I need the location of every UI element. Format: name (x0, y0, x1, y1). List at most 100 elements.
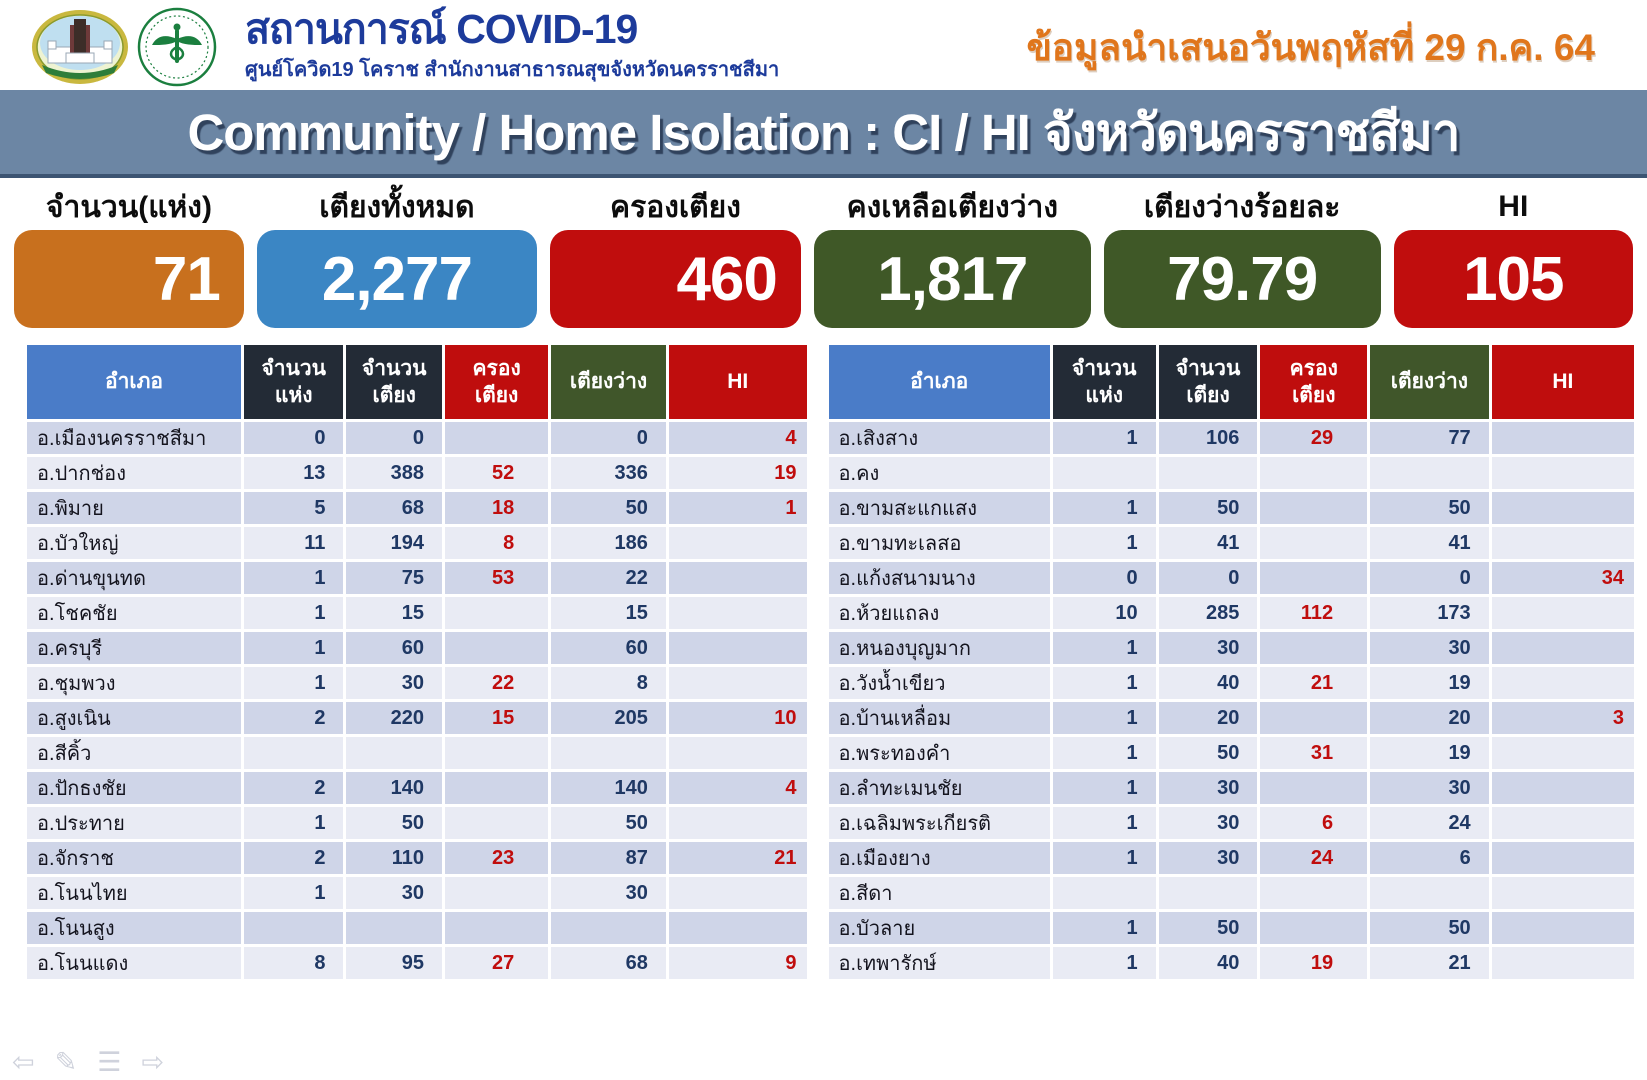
value-cell: 21 (1260, 667, 1368, 699)
stat-value: 460 (549, 230, 801, 328)
district-cell: อ.ห้วยแถลง (828, 597, 1050, 629)
table-row: อ.คง (828, 457, 1635, 489)
district-cell: อ.ประทาย (27, 807, 242, 839)
value-cell: 205 (551, 702, 666, 734)
value-cell: 30 (346, 667, 442, 699)
value-cell: 1 (1052, 492, 1156, 524)
stat-free-percent: เตียงว่างร้อยละ 79.79 (1103, 184, 1381, 330)
value-cell: 106 (1158, 422, 1258, 454)
value-cell: 21 (668, 842, 807, 874)
value-cell: 40 (1158, 947, 1258, 979)
value-cell: 22 (551, 562, 666, 594)
value-cell (668, 632, 807, 664)
district-cell: อ.พระทองคำ (828, 737, 1050, 769)
logos (30, 7, 235, 87)
value-cell: 50 (346, 807, 442, 839)
value-cell: 0 (244, 422, 344, 454)
arrow-left-icon[interactable]: ⇦ (12, 1047, 35, 1077)
value-cell: 1 (244, 597, 344, 629)
district-cell: อ.ชุมพวง (27, 667, 242, 699)
value-cell: 68 (551, 947, 666, 979)
value-cell (668, 737, 807, 769)
district-cell: อ.เมืองนครราชสีมา (27, 422, 242, 454)
district-cell: อ.ปักธงชัย (27, 772, 242, 804)
presentation-controls: ⇦ ✎ ☰ ⇨ (12, 1047, 164, 1078)
value-cell: 4 (668, 422, 807, 454)
banner-title: Community / Home Isolation : CI / HI จัง… (187, 103, 1460, 161)
table-row: อ.พิมาย 5 68 18 50 1 (27, 492, 807, 524)
title-block: สถานการณ์ COVID-19 ศูนย์โควิด19 โคราช สำ… (245, 8, 779, 85)
value-cell (1260, 562, 1368, 594)
value-cell: 1 (668, 492, 807, 524)
value-cell (1260, 457, 1368, 489)
district-cell: อ.ครบุรี (27, 632, 242, 664)
table-row: อ.ปักธงชัย 2 140 140 4 (27, 772, 807, 804)
value-cell (1491, 842, 1635, 874)
value-cell: 30 (551, 877, 666, 909)
value-cell (1491, 877, 1635, 909)
value-cell: 50 (1158, 737, 1258, 769)
value-cell (1491, 772, 1635, 804)
pencil-icon[interactable]: ✎ (54, 1047, 78, 1077)
value-cell: 1 (244, 667, 344, 699)
banner: Community / Home Isolation : CI / HI จัง… (0, 90, 1647, 178)
value-cell (1260, 527, 1368, 559)
value-cell (1491, 422, 1635, 454)
column-header: อำเภอ (828, 345, 1050, 419)
value-cell (1370, 457, 1489, 489)
value-cell: 20 (1158, 702, 1258, 734)
value-cell: 13 (244, 457, 344, 489)
table-row: อ.สูงเนิน 2 220 15 205 10 (27, 702, 807, 734)
district-cell: อ.จักราช (27, 842, 242, 874)
table-row: อ.เมืองยาง 1 30 24 6 (828, 842, 1635, 874)
value-cell (1491, 807, 1635, 839)
value-cell: 95 (346, 947, 442, 979)
table-row: อ.สีดา (828, 877, 1635, 909)
value-cell (445, 632, 549, 664)
value-cell (445, 737, 549, 769)
arrow-right-icon[interactable]: ⇨ (141, 1047, 165, 1077)
table-header-row: อำเภอ จำนวน แห่ง จำนวน เตียง ครอง เตียง เตีย… (828, 345, 1635, 419)
value-cell (1260, 772, 1368, 804)
value-cell: 19 (668, 457, 807, 489)
value-cell: 1 (244, 562, 344, 594)
district-tables: อำเภอ จำนวน แห่ง จำนวน เตียง ครอง เตียง เตีย… (0, 330, 1647, 982)
value-cell (1370, 877, 1489, 909)
value-cell: 30 (346, 877, 442, 909)
column-header: เตียงว่าง (1370, 345, 1489, 419)
value-cell (1491, 737, 1635, 769)
district-cell: อ.โนนสูง (27, 912, 242, 944)
value-cell (551, 912, 666, 944)
value-cell: 41 (1370, 527, 1489, 559)
table-row: อ.บ้านเหลื่อม 1 20 20 3 (828, 702, 1635, 734)
menu-icon[interactable]: ☰ (97, 1047, 122, 1077)
value-cell: 23 (445, 842, 549, 874)
value-cell (1260, 877, 1368, 909)
table-left: อำเภอ จำนวน แห่ง จำนวน เตียง ครอง เตียง เตีย… (24, 342, 810, 982)
value-cell: 87 (551, 842, 666, 874)
value-cell: 112 (1260, 597, 1368, 629)
value-cell: 15 (346, 597, 442, 629)
value-cell (445, 912, 549, 944)
value-cell (445, 597, 549, 629)
value-cell: 1 (244, 807, 344, 839)
district-table-right: อำเภอ จำนวน แห่ง จำนวน เตียง ครอง เตียง เตีย… (825, 342, 1638, 982)
table-row: อ.บัวลาย 1 50 50 (828, 912, 1635, 944)
value-cell: 68 (346, 492, 442, 524)
value-cell: 2 (244, 702, 344, 734)
column-header: ครอง เตียง (1260, 345, 1368, 419)
value-cell: 140 (346, 772, 442, 804)
value-cell: 30 (1158, 632, 1258, 664)
value-cell: 1 (1052, 842, 1156, 874)
district-cell: อ.สีดา (828, 877, 1050, 909)
value-cell (1491, 667, 1635, 699)
value-cell: 34 (1491, 562, 1635, 594)
table-row: อ.วังน้ำเขียว 1 40 21 19 (828, 667, 1635, 699)
value-cell (1052, 877, 1156, 909)
value-cell: 40 (1158, 667, 1258, 699)
value-cell (1491, 912, 1635, 944)
value-cell: 50 (1370, 492, 1489, 524)
table-row: อ.บัวใหญ่ 11 194 8 186 (27, 527, 807, 559)
district-cell: อ.ปากช่อง (27, 457, 242, 489)
value-cell: 1 (1052, 667, 1156, 699)
